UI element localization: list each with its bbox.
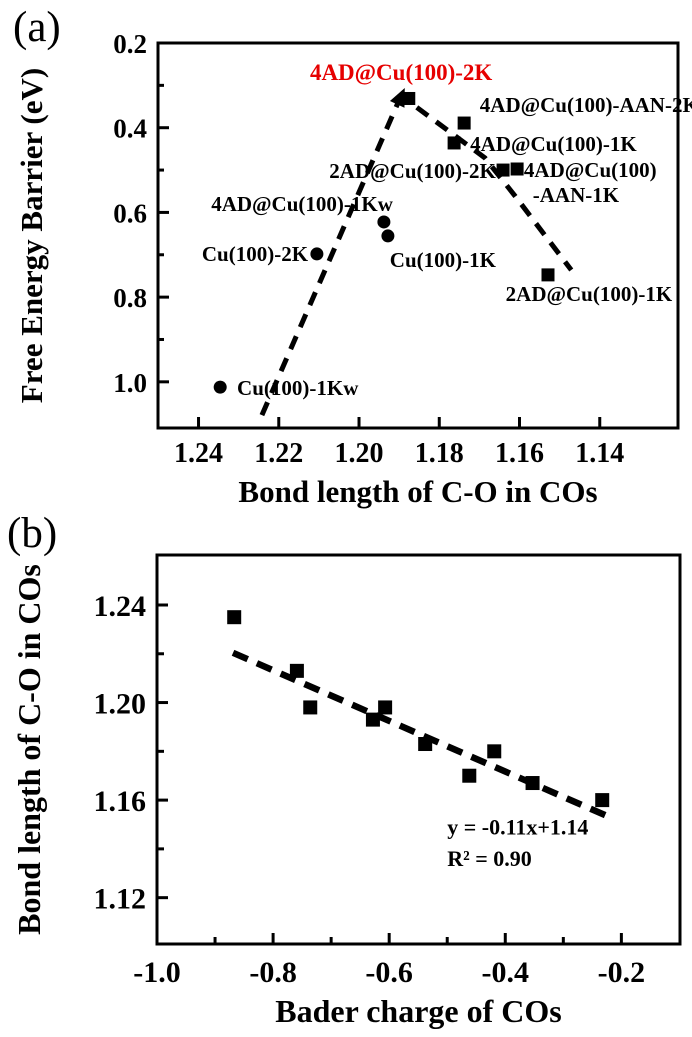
point-label: 4AD@Cu(100)-AAN-2K xyxy=(480,93,692,117)
y-tick-label: 0.4 xyxy=(113,114,147,144)
y-tick-label: 1.0 xyxy=(113,368,147,398)
data-point-marker xyxy=(462,768,477,783)
data-point-marker xyxy=(525,776,540,791)
x-tick-label: 1.22 xyxy=(254,438,303,469)
x-tick-label: 1.18 xyxy=(415,438,464,469)
y-tick-label: 1.12 xyxy=(94,883,147,916)
y-tick-label: 1.20 xyxy=(94,688,147,721)
descending-volcano-leg xyxy=(415,105,574,272)
point-label: 4AD@Cu(100)-1Kw xyxy=(211,192,394,216)
data-point-marker xyxy=(303,700,318,715)
data-point-marker xyxy=(289,663,304,678)
x-tick-label: 1.16 xyxy=(495,438,544,469)
linear-fit-line xyxy=(231,649,613,821)
point-label: Cu(100)-2K xyxy=(202,242,309,266)
data-point-marker xyxy=(595,793,610,808)
data-point-marker xyxy=(227,610,242,625)
y-axis-title: Bond length of C-O in COs xyxy=(11,564,47,935)
plot-frame xyxy=(155,553,682,946)
point-label: 4AD@Cu(100) xyxy=(524,158,657,182)
point-label: Cu(100)-1K xyxy=(390,248,497,272)
data-point-marker xyxy=(457,116,471,130)
y-tick-label: 1.16 xyxy=(94,785,147,818)
ascending-volcano-leg xyxy=(259,100,402,417)
y-tick-label: 0.8 xyxy=(113,283,147,313)
point-label: 4AD@Cu(100)-2K xyxy=(310,60,492,86)
point-label: Cu(100)-1Kw xyxy=(237,376,359,400)
data-point-marker xyxy=(541,268,555,282)
panel-a-label: (a) xyxy=(13,4,61,51)
point-label: 4AD@Cu(100)-1K xyxy=(470,132,637,156)
data-point-marker xyxy=(510,162,524,176)
x-tick-label: -1.0 xyxy=(133,956,181,989)
trend-arrowhead xyxy=(389,88,405,108)
x-tick-label: 1.14 xyxy=(575,438,624,469)
x-tick-label: -0.4 xyxy=(482,956,530,989)
point-label: 2AD@Cu(100)-2K xyxy=(329,159,496,183)
y-tick-label: 1.24 xyxy=(94,590,147,623)
x-tick-label: -0.2 xyxy=(598,956,646,989)
y-tick-label: 0.6 xyxy=(113,198,147,228)
y-axis-title: Free Energy Barrier (eV) xyxy=(14,68,49,403)
data-point-marker xyxy=(447,136,461,150)
point-label: -AAN-1K xyxy=(533,183,620,207)
panel-b-label: (b) xyxy=(7,510,58,557)
fit-r-squared: R² = 0.90 xyxy=(447,846,532,871)
x-tick-label: -0.8 xyxy=(249,956,297,989)
data-point-marker xyxy=(377,215,391,229)
point-label: 2AD@Cu(100)-1K xyxy=(506,282,673,306)
data-point-marker xyxy=(213,380,227,394)
x-tick-label: -0.6 xyxy=(365,956,413,989)
x-axis-title: Bader charge of COs xyxy=(275,993,561,1029)
data-point-marker xyxy=(487,744,502,759)
x-tick-label: 1.20 xyxy=(335,438,384,469)
data-point-marker xyxy=(402,91,416,105)
fit-equation: y = -0.11x+1.14 xyxy=(447,814,588,839)
data-point-marker xyxy=(496,163,510,177)
y-tick-label: 0.2 xyxy=(113,29,147,59)
data-point-marker xyxy=(378,700,393,715)
data-point-marker xyxy=(381,229,395,243)
x-axis-title: Bond length of C-O in COs xyxy=(238,474,597,509)
data-point-marker xyxy=(418,737,433,752)
plot-frame xyxy=(156,41,680,430)
data-point-marker xyxy=(310,247,324,261)
data-point-marker xyxy=(365,712,380,727)
x-tick-label: 1.24 xyxy=(174,438,223,469)
